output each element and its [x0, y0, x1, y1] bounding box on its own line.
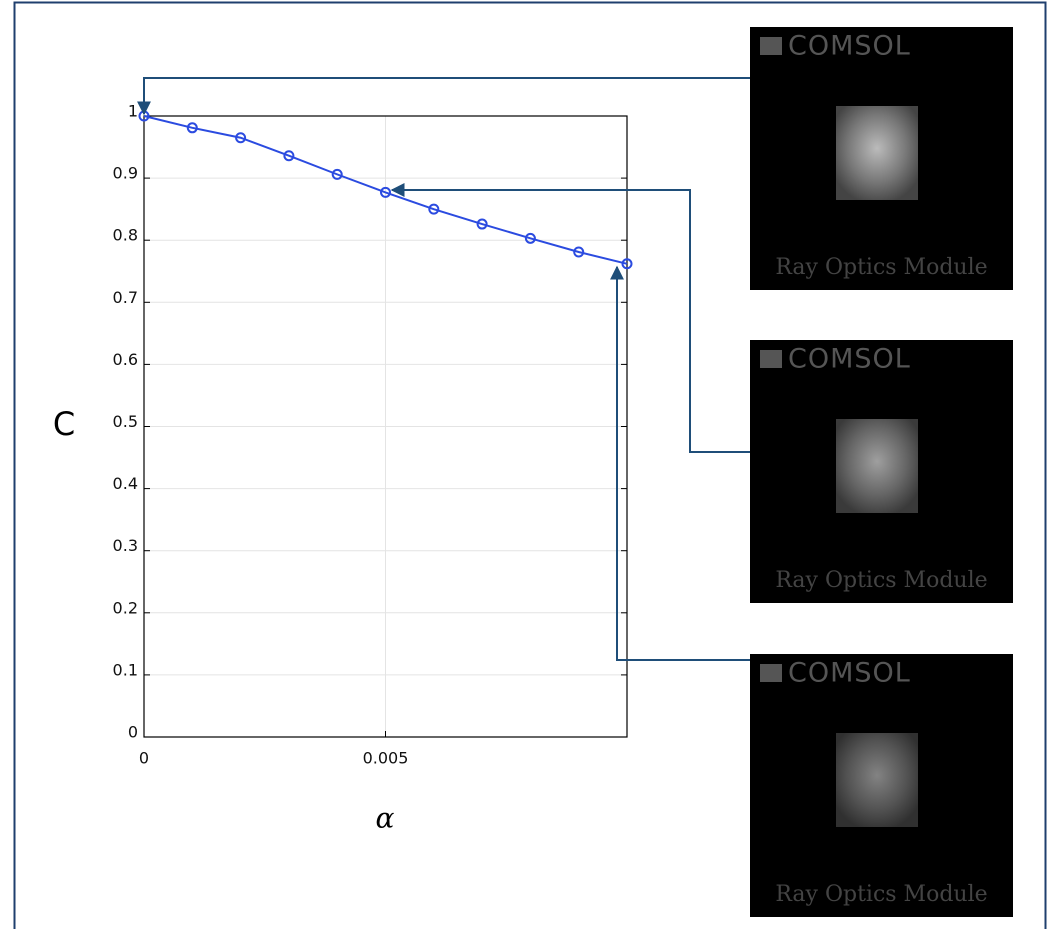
frame [13, 1, 1047, 929]
data-point [235, 132, 247, 144]
y-axis-label: C [53, 405, 75, 443]
connectors [137, 77, 750, 661]
data-point [476, 218, 488, 230]
x-tick-label: 0.005 [363, 749, 409, 768]
panel-caption: Ray Optics Module [775, 255, 987, 280]
x-tick-label: 0 [139, 749, 149, 768]
y-tick-label: 0 [128, 723, 138, 742]
plot: 0 0.1 0.2 0.3 0.4 0.5 0.6 0.7 0.8 0.9 1 0 0.005 [113, 102, 633, 768]
y-tick-label: 0.3 [113, 536, 138, 555]
connector [610, 265, 750, 661]
plot-frame [143, 115, 628, 738]
connector [137, 77, 750, 116]
data-point [428, 203, 440, 215]
logo-icon [760, 664, 782, 682]
data-point [621, 258, 633, 270]
panel-caption: Ray Optics Module [775, 882, 987, 907]
data-point [331, 168, 343, 180]
y-tick-label: 1 [128, 102, 138, 121]
data-point [380, 186, 391, 198]
data-line [143, 115, 628, 265]
data-point [573, 246, 585, 258]
connector [390, 183, 750, 453]
data-point [186, 122, 198, 134]
y-tick-label: 0.7 [113, 288, 138, 307]
data-point [524, 232, 536, 244]
y-tick-label: 0.8 [113, 226, 138, 245]
dog-image [836, 419, 918, 513]
panel-logo: COMSOL [788, 658, 911, 689]
dog-image [836, 733, 918, 827]
panel-logo: COMSOL [788, 344, 911, 375]
y-tick-label: 0.4 [113, 474, 138, 493]
y-tick-label: 0.2 [113, 598, 138, 617]
dog-image [836, 106, 918, 200]
image-panel: COMSOL Ray Optics Module [750, 654, 1013, 917]
panel-caption: Ray Optics Module [775, 568, 987, 593]
y-tick-label: 0.9 [113, 164, 138, 183]
y-tick-label: 0.6 [113, 350, 138, 369]
logo-icon [760, 37, 782, 55]
image-panel: COMSOL Ray Optics Module [750, 340, 1013, 603]
y-tick-label: 0.1 [113, 660, 138, 679]
image-panel: COMSOL Ray Optics Module [750, 27, 1013, 290]
logo-icon [760, 350, 782, 368]
panel-logo: COMSOL [788, 31, 911, 62]
x-axis-label: α [376, 802, 395, 835]
y-tick-label: 0.5 [113, 412, 138, 431]
data-point [283, 150, 295, 162]
